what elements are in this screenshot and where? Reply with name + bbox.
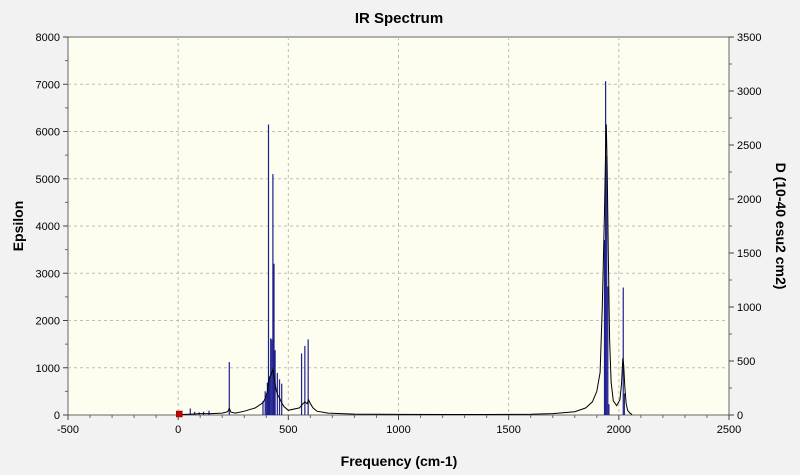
axis-layer: -500 0 500 1000 1500 2000 2500 0 1000 2000 3000 400… — [36, 32, 762, 436]
y-right-tick-label: 0 — [737, 410, 743, 422]
y-right-tick-label: 2500 — [737, 140, 761, 152]
origin-marker — [176, 410, 183, 418]
y-left-tick-label: 1000 — [36, 363, 60, 375]
chart-title: IR Spectrum — [355, 10, 443, 27]
x-tick-label: 1000 — [386, 424, 410, 436]
y-right-tick-label: 1500 — [737, 248, 761, 260]
x-axis-title: Frequency (cm-1) — [341, 453, 458, 469]
x-tick-label: 0 — [175, 424, 181, 436]
x-tick-label: 500 — [279, 424, 297, 436]
y-left-tick-label: 3000 — [36, 268, 60, 280]
y-left-tick-label: 0 — [54, 410, 60, 422]
y-right-tick-label: 2000 — [737, 194, 761, 206]
y-left-tick-label: 4000 — [36, 221, 60, 233]
curve-layer — [177, 124, 633, 416]
x-tick-label: 1500 — [496, 424, 520, 436]
y-right-tick-label: 3500 — [737, 32, 761, 44]
y-left-tick-label: 5000 — [36, 174, 60, 186]
y-left-tick-label: 8000 — [36, 32, 60, 44]
spectrum-line — [177, 124, 633, 416]
y-right-tick-label: 1000 — [737, 302, 761, 314]
marker-layer — [176, 410, 183, 418]
y-axis-left-title: Epsilon — [10, 201, 26, 252]
grid-layer — [68, 37, 729, 415]
x-tick-label: 2500 — [717, 424, 741, 436]
y-left-tick-label: 6000 — [36, 127, 60, 139]
x-tick-label: -500 — [57, 424, 79, 436]
y-left-tick-label: 7000 — [36, 79, 60, 91]
y-left-tick-label: 2000 — [36, 316, 60, 328]
y-right-tick-label: 500 — [737, 356, 755, 368]
stick-layer — [189, 81, 625, 415]
y-axis-right-title: D (10-40 esu2 cm2) — [773, 163, 789, 290]
y-right-tick-label: 3000 — [737, 86, 761, 98]
x-tick-label: 2000 — [607, 424, 631, 436]
